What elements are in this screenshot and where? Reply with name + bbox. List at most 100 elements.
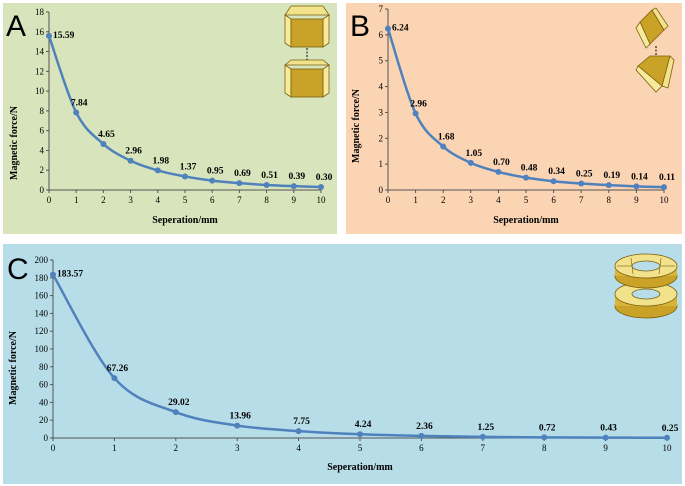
x-tick-label: 8 (607, 195, 612, 205)
y-tick-label: 60 (39, 380, 49, 390)
data-point (385, 25, 391, 32)
y-axis-title-a: Magnetic force/N (9, 105, 20, 180)
x-tick-label: 8 (264, 195, 269, 205)
data-label: 0.25 (662, 424, 679, 434)
x-tick-label: 5 (524, 195, 529, 205)
data-label: 0.25 (576, 170, 593, 180)
data-label: 2.96 (125, 147, 142, 157)
data-label: 1.25 (477, 423, 494, 433)
data-label: 0.48 (521, 164, 538, 174)
y-tick-label: 7 (379, 4, 384, 14)
y-tick-label: 6 (40, 126, 45, 136)
data-label: 29.02 (168, 398, 190, 408)
chart-c: C Magnetic force/N Seperation/mm 0204060… (7, 253, 679, 473)
y-tick-label: 40 (39, 397, 49, 407)
x-tick-label: 9 (634, 195, 639, 205)
data-label: 0.43 (600, 424, 617, 434)
data-label: 0.69 (234, 169, 251, 179)
data-point (541, 434, 548, 441)
magnet-wedge-icon (635, 7, 675, 93)
data-label: 0.70 (493, 158, 510, 168)
y-tick-label: 120 (35, 326, 49, 336)
data-point (127, 157, 134, 164)
data-point (440, 143, 447, 150)
data-point (263, 181, 270, 188)
y-axis-title-c: Magnetic force/N (8, 330, 19, 405)
data-point (318, 184, 324, 191)
y-tick-label: 20 (39, 415, 49, 425)
data-point (664, 434, 670, 441)
x-axis-title-c: Seperation/mm (327, 462, 393, 473)
data-point (209, 177, 216, 184)
magnet-ring-icon (614, 253, 678, 319)
x-tick-label: 8 (542, 443, 547, 453)
x-tick-label: 10 (663, 443, 673, 453)
y-tick-label: 8 (40, 106, 45, 116)
data-point (234, 422, 241, 429)
data-point (633, 183, 640, 190)
data-label: 0.14 (631, 172, 648, 182)
y-tick-label: 200 (35, 255, 49, 265)
y-tick-label: 80 (39, 362, 49, 372)
x-tick-label: 9 (292, 195, 297, 205)
x-tick-label: 2 (441, 195, 446, 205)
data-label: 0.34 (548, 167, 565, 177)
data-label: 7.75 (293, 417, 310, 427)
y-tick-label: 12 (35, 66, 44, 76)
data-point (100, 141, 107, 148)
data-point (523, 174, 529, 181)
data-point (46, 32, 52, 39)
data-label: 67.26 (107, 364, 129, 374)
data-label: 4.24 (355, 420, 372, 430)
y-tick-label: 0 (44, 433, 49, 443)
data-point (578, 180, 585, 187)
data-point (73, 109, 80, 116)
x-tick-label: 0 (47, 195, 52, 205)
panel-c: C Magnetic force/N Seperation/mm 0 20 40 60… (3, 244, 682, 484)
y-tick-label: 4 (40, 145, 45, 155)
x-tick-label: 6 (419, 443, 424, 453)
data-label: 0.72 (539, 423, 556, 433)
x-tick-label: 3 (469, 195, 474, 205)
x-tick-label: 5 (358, 443, 363, 453)
panel-letter-b: B (350, 10, 370, 43)
data-label: 2.96 (410, 99, 427, 109)
data-label: 0.19 (603, 171, 620, 181)
data-label: 0.11 (659, 173, 675, 183)
x-tick-label: 3 (235, 443, 240, 453)
y-axis-title-b: Magnetic force/N (351, 88, 362, 163)
data-label: 183.57 (57, 270, 83, 280)
x-tick-label: 7 (237, 195, 242, 205)
data-label: 13.96 (230, 412, 252, 422)
data-label: 0.39 (288, 172, 305, 182)
data-point (467, 159, 474, 166)
x-axis-title-b: Seperation/mm (493, 215, 559, 226)
data-point (479, 433, 486, 440)
y-tick-label: 180 (35, 273, 49, 283)
data-point (357, 431, 363, 438)
data-label: 7.84 (71, 98, 88, 108)
data-label: 0.30 (316, 173, 333, 183)
data-point (602, 434, 609, 441)
data-label: 6.24 (392, 24, 409, 34)
x-tick-label: 2 (101, 195, 106, 205)
x-tick-label: 3 (128, 195, 133, 205)
panel-a: A Magnetic force/N Seperation/mm 0 2 4 6 8 10… (3, 3, 337, 234)
data-point (111, 375, 118, 382)
data-point (495, 168, 502, 175)
y-tick-label: 1 (379, 159, 384, 169)
data-label: 4.65 (98, 130, 115, 140)
x-tick-label: 6 (210, 195, 215, 205)
data-point (172, 409, 179, 416)
x-tick-label: 0 (386, 195, 391, 205)
x-tick-label: 10 (317, 195, 327, 205)
data-point (550, 178, 557, 185)
data-label: 2.36 (416, 422, 433, 432)
x-tick-label: 5 (183, 195, 188, 205)
x-tick-label: 7 (579, 195, 584, 205)
x-tick-label: 10 (660, 195, 670, 205)
x-tick-label: 4 (156, 195, 161, 205)
data-label: 1.05 (465, 149, 482, 159)
y-tick-label: 16 (35, 27, 45, 37)
y-tick-label: 18 (35, 7, 45, 17)
